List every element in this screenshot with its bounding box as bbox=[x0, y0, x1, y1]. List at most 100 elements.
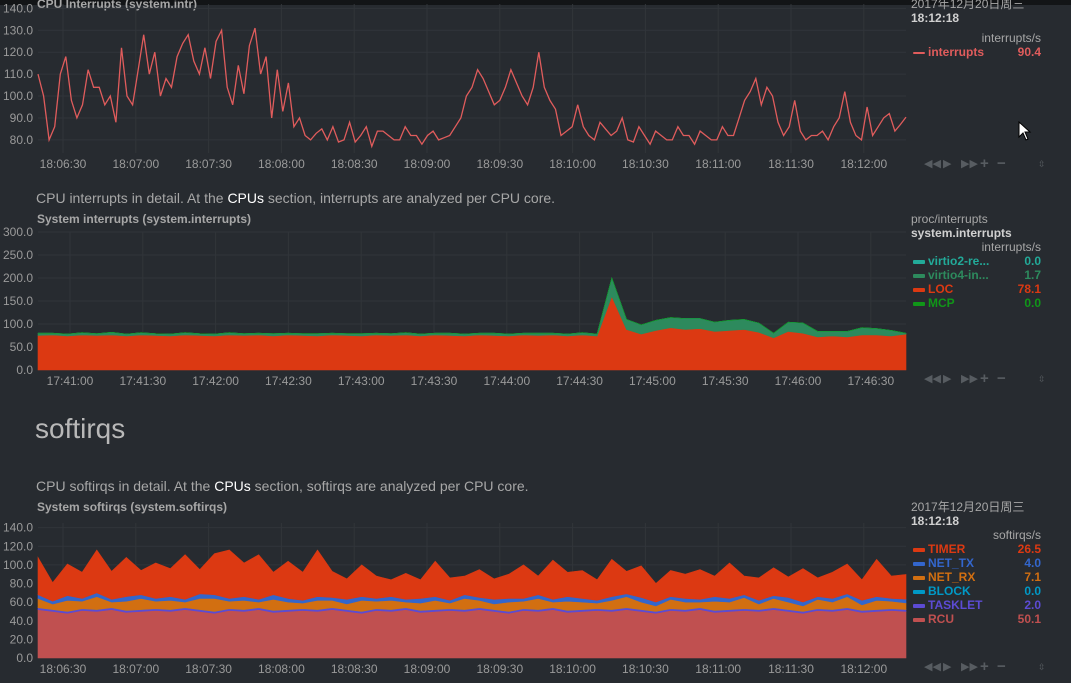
top-bar bbox=[0, 0, 1071, 5]
x-tick-label: 18:07:30 bbox=[185, 157, 232, 171]
legend-date: 2017年12月20日周三 bbox=[911, 500, 1025, 514]
legend-item[interactable]: interrupts 90.4 bbox=[911, 45, 1043, 59]
legend-softirqs: 2017年12月20日周三 18:12:18 softirqs/s TIMER 2… bbox=[911, 500, 1043, 626]
x-tick-label: 18:10:00 bbox=[549, 157, 596, 171]
legend-item-name: interrupts bbox=[928, 45, 985, 59]
legend-swatch bbox=[913, 562, 925, 566]
forward-icon[interactable]: ▶▶ bbox=[961, 158, 978, 170]
zoom-in-icon[interactable]: + bbox=[980, 370, 989, 387]
zoom-out-icon[interactable]: − bbox=[997, 658, 1006, 675]
chart-interrupts[interactable]: 0.0 50.0 100.0 150.0 200.0 250.0 300.0 17:41:00… bbox=[0, 215, 910, 395]
y-tick-label: 250.0 bbox=[3, 248, 33, 262]
zoom-out-icon[interactable]: − bbox=[997, 370, 1006, 387]
legend-item-name: TASKLET bbox=[928, 598, 983, 612]
play-icon[interactable]: ▶ bbox=[943, 661, 952, 673]
x-tick-label: 17:45:30 bbox=[702, 374, 749, 388]
x-tick-label: 17:44:30 bbox=[556, 374, 603, 388]
play-icon[interactable]: ▶ bbox=[943, 158, 952, 170]
x-tick-label: 18:10:30 bbox=[622, 662, 669, 676]
x-tick-label: 18:12:00 bbox=[840, 157, 887, 171]
x-tick-label: 18:06:30 bbox=[40, 157, 87, 171]
zoom-out-icon[interactable]: − bbox=[997, 155, 1006, 172]
legend-item[interactable]: NET_RX 7.1 bbox=[911, 570, 1043, 584]
legend-item[interactable]: LOC 78.1 bbox=[911, 282, 1043, 296]
x-tick-label: 18:07:00 bbox=[112, 662, 159, 676]
cpus-link[interactable]: CPUs bbox=[214, 478, 251, 494]
play-icon[interactable]: ▶ bbox=[943, 373, 952, 385]
x-tick-label: 18:09:00 bbox=[404, 662, 451, 676]
y-tick-label: 60.0 bbox=[10, 595, 34, 609]
legend-item-value: 0.0 bbox=[1024, 296, 1041, 310]
legend-chart-id: system.interrupts bbox=[911, 226, 1012, 240]
legend-item-value: 26.5 bbox=[1017, 542, 1041, 556]
section-title-softirqs: softirqs bbox=[35, 413, 126, 444]
y-tick-label: 80.0 bbox=[10, 577, 34, 591]
resize-handle-icon[interactable]: ⇳ bbox=[1038, 159, 1046, 169]
y-tick-label: 130.0 bbox=[3, 23, 33, 37]
description-softirqs: CPU softirqs in detail. At the CPUs sect… bbox=[36, 478, 529, 494]
y-tick-label: 20.0 bbox=[10, 632, 34, 646]
y-tick-label: 0.0 bbox=[16, 363, 33, 377]
y-tick-label: 150.0 bbox=[3, 294, 33, 308]
legend-item[interactable]: TASKLET 2.0 bbox=[911, 598, 1043, 612]
legend-item-name: virtio4-in... bbox=[928, 268, 989, 282]
x-tick-label: 17:42:00 bbox=[192, 374, 239, 388]
rewind-icon[interactable]: ◀◀ bbox=[924, 373, 941, 385]
rewind-icon[interactable]: ◀◀ bbox=[924, 661, 941, 673]
x-tick-label: 18:10:30 bbox=[622, 157, 669, 171]
resize-handle-icon[interactable]: ⇳ bbox=[1038, 374, 1046, 384]
legend-units: interrupts/s bbox=[981, 240, 1041, 254]
x-tick-label: 18:11:30 bbox=[768, 662, 814, 676]
x-tick-label: 17:46:30 bbox=[847, 374, 894, 388]
x-tick-label: 18:09:00 bbox=[404, 157, 451, 171]
legend-item-value: 0.0 bbox=[1024, 584, 1041, 598]
legend-item-name: LOC bbox=[928, 282, 954, 296]
cpus-link[interactable]: CPUs bbox=[227, 190, 264, 206]
legend-time: 18:12:18 bbox=[911, 11, 960, 25]
x-tick-label: 17:41:30 bbox=[119, 374, 166, 388]
legend-intr: 2017年12月20日周三 18:12:18 interrupts/s inte… bbox=[911, 0, 1043, 59]
legend-date: 2017年12月20日周三 bbox=[911, 0, 1025, 11]
chart-intr[interactable]: 80.0 90.0 100.0 110.0 120.0 130.0 140.0 18:06:3… bbox=[0, 0, 910, 180]
series-area-virtio4-in- bbox=[37, 276, 907, 339]
chart-title-interrupts: System interrupts (system.interrupts) bbox=[37, 212, 252, 226]
y-tick-label: 200.0 bbox=[3, 271, 33, 285]
legend-item-name: NET_RX bbox=[928, 570, 976, 584]
x-tick-label: 18:08:30 bbox=[331, 662, 378, 676]
series-area-timer bbox=[37, 549, 907, 603]
y-tick-label: 40.0 bbox=[10, 614, 34, 628]
legend-item-value: 78.1 bbox=[1017, 282, 1041, 296]
series-area-mcp bbox=[38, 276, 907, 335]
zoom-in-icon[interactable]: + bbox=[980, 155, 989, 172]
legend-item[interactable]: NET_TX 4.0 bbox=[911, 556, 1043, 570]
legend-item[interactable]: virtio2-re... 0.0 bbox=[911, 254, 1043, 268]
y-tick-label: 90.0 bbox=[10, 111, 34, 125]
legend-item-name: MCP bbox=[928, 296, 955, 310]
legend-units: softirqs/s bbox=[992, 528, 1041, 542]
legend-item-name: virtio2-re... bbox=[928, 254, 990, 268]
x-tick-label: 17:45:00 bbox=[629, 374, 676, 388]
legend-units: interrupts/s bbox=[981, 31, 1041, 45]
forward-icon[interactable]: ▶▶ bbox=[961, 661, 978, 673]
legend-item[interactable]: BLOCK 0.0 bbox=[911, 584, 1043, 598]
resize-handle-icon[interactable]: ⇳ bbox=[1038, 662, 1046, 672]
legend-item[interactable]: MCP 0.0 bbox=[911, 296, 1043, 310]
legend-item[interactable]: TIMER 26.5 bbox=[911, 542, 1043, 556]
legend-item[interactable]: RCU 50.1 bbox=[911, 612, 1043, 626]
zoom-in-icon[interactable]: + bbox=[980, 658, 989, 675]
forward-icon[interactable]: ▶▶ bbox=[961, 373, 978, 385]
legend-item-value: 50.1 bbox=[1017, 612, 1041, 626]
legend-item-value: 0.0 bbox=[1024, 254, 1041, 268]
legend-item-name: TIMER bbox=[928, 542, 966, 556]
x-tick-label: 18:07:00 bbox=[112, 157, 159, 171]
y-tick-label: 300.0 bbox=[3, 225, 33, 239]
y-tick-label: 50.0 bbox=[10, 340, 34, 354]
x-tick-label: 18:06:30 bbox=[40, 662, 87, 676]
rewind-icon[interactable]: ◀◀ bbox=[924, 158, 941, 170]
series-line-interrupts bbox=[37, 27, 907, 149]
y-tick-label: 140.0 bbox=[3, 1, 33, 15]
x-tick-label: 18:11:00 bbox=[695, 157, 741, 171]
series-area-virtio2-re- bbox=[38, 276, 907, 335]
chart-softirqs[interactable]: 0.0 20.0 40.0 60.0 80.0 100.0 120.0 140.0 18:06:… bbox=[0, 503, 910, 683]
legend-item[interactable]: virtio4-in... 1.7 bbox=[911, 268, 1043, 282]
